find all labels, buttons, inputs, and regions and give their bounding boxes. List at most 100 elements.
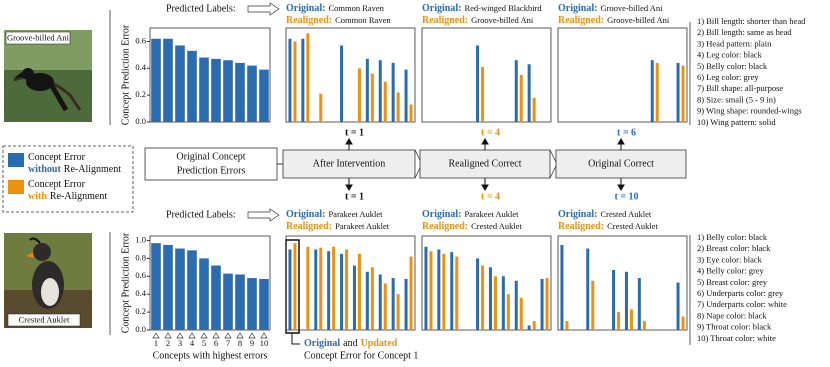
annotation-text: Concept Error for Concept 1 [304,350,418,361]
x-tick-label: 7 [226,338,230,348]
bar [612,270,616,330]
x-axis-label: Concepts with highest errors [153,350,268,361]
prediction-key: Realigned: [286,221,332,232]
concept-item: 3) Eye color: black [697,254,763,264]
x-tick-label: 9 [250,338,254,348]
y-tick-label: 0.6 [135,270,146,280]
bar [532,321,536,330]
flow-text: After Intervention [313,158,385,169]
bar [199,258,209,330]
predicted-labels: Predicted Labels: [166,3,236,14]
predicted-labels: Predicted Labels: [166,209,236,220]
bar [357,68,361,122]
bar [409,256,413,330]
legend-part: Concept Error [28,152,86,163]
bar [175,248,185,330]
bar [642,321,646,330]
bar [151,243,161,330]
concept-item: 10) Wing pattern: solid [697,117,776,127]
bar [259,69,269,122]
bar [437,249,441,330]
bar [365,58,369,122]
bar [365,271,369,330]
x-tick-label: 2 [166,338,170,348]
bar [357,253,361,330]
prediction-value: Crested Auklet [600,209,651,219]
concept-item: 4) Leg color: black [697,50,763,60]
bar [527,64,531,122]
x-tick-label: 3 [178,338,182,348]
annotation-part: Original [304,338,340,349]
concept-item: 7) Underparts color: white [697,299,787,309]
concept-item: 1) Bill length: shorter than head [697,16,806,26]
bar [211,58,221,122]
bar [476,258,480,330]
bar [288,38,292,122]
plot-frame [557,27,688,123]
arrow [247,2,280,16]
x-tick-label: 4 [190,338,195,348]
prediction-value: Parakeet Auklet [335,221,390,231]
timestep-label: t = 1 [345,191,364,202]
prediction-value: Common Raven [335,15,391,25]
bar [332,246,336,330]
prediction-label: Original: Common Raven [286,3,385,14]
concept-item: 2) Breast color: black [697,243,771,253]
bar [247,65,257,122]
bar [404,69,408,122]
bar [617,312,621,330]
concept-item: 7) Bill shape: all-purpose [697,83,783,93]
legend-swatch [8,180,24,194]
prediction-label: Realigned: Parakeet Auklet [286,221,390,232]
bar [163,38,173,122]
bar [676,282,680,330]
tick-marker [224,332,232,339]
bar [545,278,549,330]
y-axis-label: Concept Prediction Error [120,232,131,333]
bar [378,60,382,122]
prediction-value: Red-winged Blackbird [464,3,542,13]
legend-text: without Re-Alignment [28,164,121,175]
prediction-label: Realigned: Common Raven [286,15,391,26]
bar [319,93,323,122]
bar [519,75,523,122]
y-tick-label: 0.0 [135,116,146,126]
prediction-value: Groove-billed Ani [607,15,670,25]
bar [637,278,641,330]
plot-frame [149,27,271,123]
prediction-label: Realigned: Groove-billed Ani [558,15,670,26]
concept-item: 10) Throat color: white [697,333,776,343]
plot-frame [149,235,271,331]
bar [327,251,331,330]
y-tick-label: 1.0 [135,234,146,244]
bar [493,276,497,330]
bar [442,253,446,330]
tick-marker [212,332,220,339]
x-tick-label: 10 [260,338,269,348]
bar [565,321,569,330]
legend-part: Re-Alignment [64,164,121,175]
tick-marker [152,332,160,339]
y-tick-label: 0.4 [135,62,146,72]
bar [527,325,531,330]
timestep-label: t = 4 [481,127,500,138]
bar [163,244,173,330]
y-axis-label: Concept Prediction Error [120,24,131,125]
prediction-label: Original: Crested Auklet [558,209,652,220]
legend-text: Concept Error [28,152,86,163]
bar [476,45,480,123]
y-tick-label: 0.0 [135,324,146,334]
bar [301,38,305,122]
prediction-key: Realigned: [558,15,604,26]
timestep-label: t = 10 [614,191,638,202]
annotation-line [291,333,300,345]
image-label-box [7,313,81,327]
legend-text: Concept Error [28,179,86,190]
y-tick-label: 0.6 [135,35,146,45]
bar [488,267,492,330]
x-tick-label: 8 [238,338,242,348]
bar [293,243,297,330]
prediction-key: Realigned: [286,15,332,26]
bar [481,265,485,330]
flow-arrows [345,138,625,191]
